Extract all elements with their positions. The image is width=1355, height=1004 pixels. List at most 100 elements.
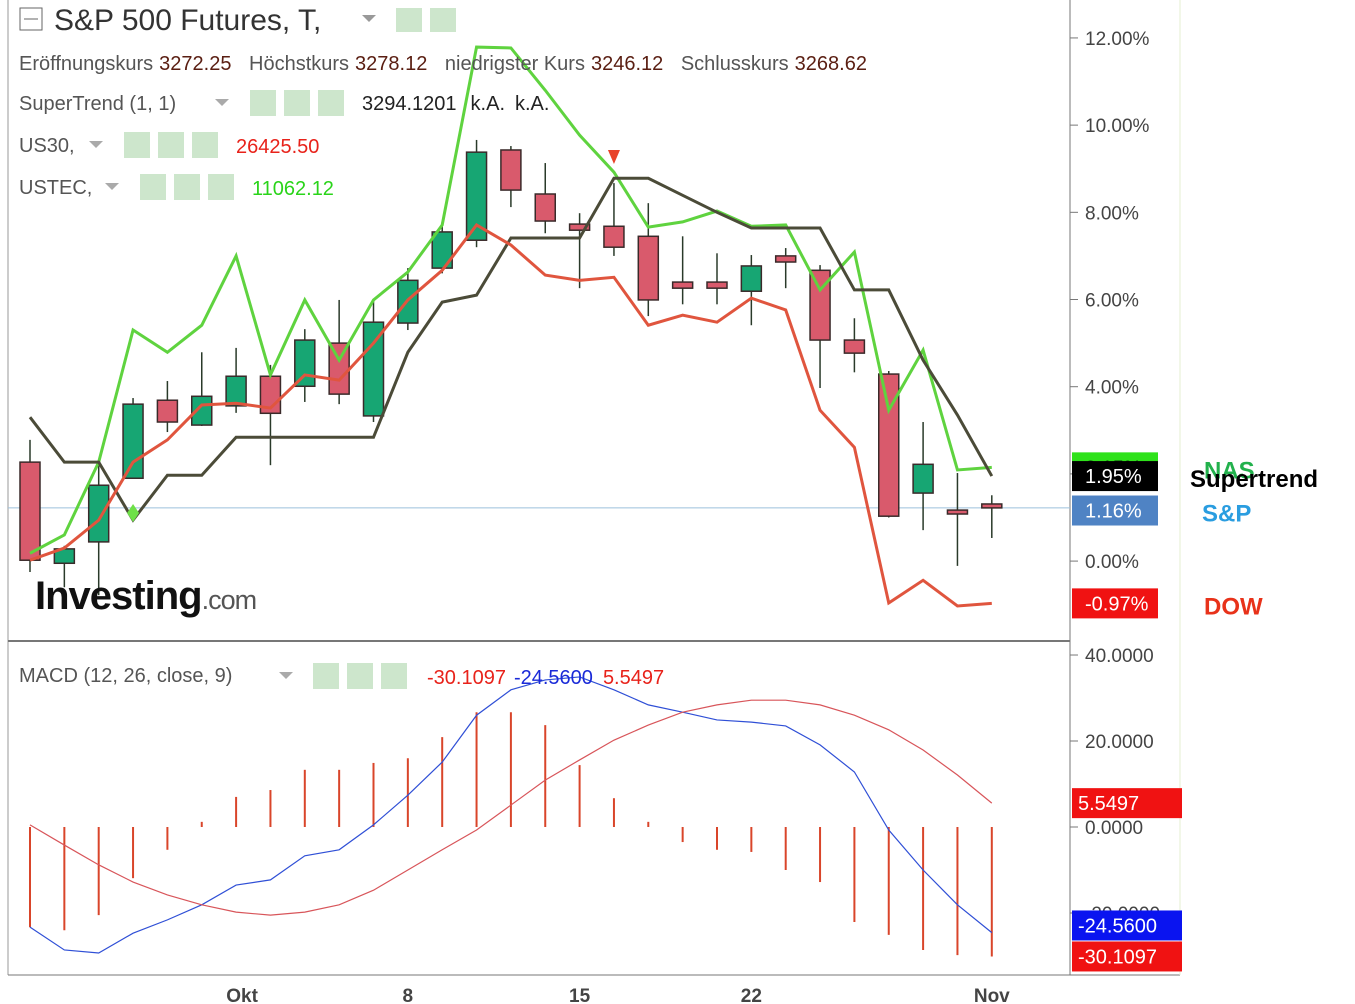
candle-body bbox=[534, 193, 556, 222]
dropdown[interactable] bbox=[215, 99, 229, 106]
candle-body bbox=[981, 503, 1003, 509]
candle-body bbox=[740, 265, 763, 292]
signal-marker bbox=[607, 150, 620, 164]
indicator-value: 26425.50 bbox=[236, 136, 319, 158]
value: 3272.25 bbox=[159, 53, 231, 75]
candle-body bbox=[568, 223, 591, 231]
candle-body bbox=[122, 403, 144, 480]
signal-marker bbox=[127, 504, 140, 522]
icons bbox=[140, 174, 234, 200]
candle-body bbox=[946, 509, 969, 515]
price-badge-label: 1.16% bbox=[1085, 501, 1142, 523]
x-tick-label: 8 bbox=[403, 986, 414, 1004]
value: -24.5600 bbox=[514, 667, 593, 689]
indicator-name: US30, bbox=[19, 135, 75, 157]
price-badge-label: -24.5600 bbox=[1078, 915, 1157, 937]
y-tick-label: 20.0000 bbox=[1085, 732, 1154, 753]
series-label: Supertrend bbox=[1190, 466, 1318, 493]
plot: 0.00%2.00%4.00%6.00%8.00%10.00%12.00%2.1… bbox=[8, 29, 1318, 1004]
price-badge bbox=[1072, 910, 1182, 941]
price-badge bbox=[1072, 788, 1182, 819]
value: 3268.62 bbox=[795, 53, 867, 75]
value: k.A. bbox=[515, 93, 549, 115]
candle-body bbox=[362, 321, 385, 417]
label: Eröffnungskurs bbox=[19, 53, 153, 75]
candle-body bbox=[87, 484, 110, 543]
line bbox=[29, 699, 993, 916]
price-badge bbox=[1072, 461, 1158, 492]
candle-body bbox=[156, 399, 179, 423]
value: 3278.12 bbox=[355, 53, 427, 75]
chart-title: S&P 500 Futures, T, bbox=[54, 4, 321, 37]
value: -30.1097 bbox=[427, 667, 506, 689]
x-tick-label: 15 bbox=[569, 986, 591, 1004]
y-tick-label: 8.00% bbox=[1085, 203, 1139, 224]
indicator-name: SuperTrend (1, 1) bbox=[19, 93, 176, 115]
line bbox=[28, 176, 994, 523]
indicator-name: USTEC, bbox=[19, 177, 92, 199]
candle-body bbox=[465, 151, 488, 241]
y-tick-label: 4.00% bbox=[1085, 378, 1139, 399]
candle-body bbox=[809, 269, 831, 341]
value: 3294.1201 bbox=[362, 93, 457, 115]
line bbox=[29, 222, 992, 608]
price-badge-label: -0.97% bbox=[1085, 593, 1149, 615]
y-tick-label: 6.00% bbox=[1085, 291, 1139, 312]
candle-body bbox=[500, 149, 522, 191]
dropdown[interactable] bbox=[89, 141, 103, 148]
x-tick-label: Okt bbox=[226, 986, 258, 1004]
y-tick-label: 0.00% bbox=[1085, 552, 1139, 573]
logo-text: .com bbox=[202, 585, 257, 615]
indicator-value: 11062.12 bbox=[252, 178, 334, 200]
collapse-button[interactable] bbox=[19, 7, 43, 31]
line bbox=[29, 45, 992, 555]
value: 3246.12 bbox=[591, 53, 663, 75]
x-tick-label: Nov bbox=[974, 986, 1010, 1004]
series-label: DOW bbox=[1204, 593, 1263, 620]
icons bbox=[250, 90, 344, 116]
candle-body bbox=[225, 375, 247, 407]
line bbox=[29, 676, 993, 954]
candle-body bbox=[843, 339, 866, 354]
price-badge-label: 5.5497 bbox=[1078, 793, 1139, 815]
x-tick-label: 22 bbox=[741, 986, 762, 1004]
series-label: S&P bbox=[1202, 501, 1251, 528]
value: k.A. bbox=[471, 93, 505, 115]
macd-title: MACD (12, 26, close, 9) bbox=[19, 665, 232, 687]
logo-text: Investing bbox=[35, 574, 202, 618]
y-tick-label: 40.0000 bbox=[1085, 646, 1154, 667]
candle-body bbox=[603, 225, 625, 248]
logo: Investing.com bbox=[35, 574, 256, 618]
macd-values: -30.1097 -24.5600 5.5497 bbox=[427, 667, 664, 689]
icons bbox=[313, 663, 407, 689]
label: Höchstkurs bbox=[249, 53, 349, 75]
y-tick-label: 10.00% bbox=[1085, 116, 1150, 137]
candle-body bbox=[912, 463, 934, 494]
price-badge bbox=[1072, 941, 1182, 972]
candle-body bbox=[671, 281, 694, 289]
ohlc-row: Eröffnungskurs 3272.25 Höchstkurs 3278.12 … bbox=[19, 53, 867, 75]
label: niedrigster Kurs bbox=[445, 53, 585, 75]
candle-body bbox=[19, 461, 41, 561]
price-badge-label: -30.1097 bbox=[1078, 946, 1157, 968]
dropdown[interactable] bbox=[362, 15, 376, 22]
price-badge bbox=[1072, 495, 1158, 526]
value: 5.5497 bbox=[603, 667, 664, 689]
candle-body bbox=[878, 373, 900, 517]
price-badge-label: 1.95% bbox=[1085, 466, 1142, 488]
candle-body bbox=[637, 235, 660, 301]
price-badge bbox=[1072, 588, 1158, 619]
icons bbox=[396, 8, 456, 32]
candle-body bbox=[774, 255, 797, 263]
label: Schlusskurs bbox=[681, 53, 789, 75]
dropdown[interactable] bbox=[105, 183, 119, 190]
dropdown[interactable] bbox=[279, 672, 293, 679]
icons bbox=[124, 132, 218, 158]
candle-body bbox=[706, 281, 728, 289]
series-label: NAS bbox=[1204, 457, 1255, 484]
y-tick-label: 12.00% bbox=[1085, 29, 1150, 50]
y-tick-label: 0.0000 bbox=[1085, 818, 1143, 839]
candle-body bbox=[294, 339, 316, 388]
indicator-values: 3294.1201 k.A. k.A. bbox=[362, 93, 549, 115]
